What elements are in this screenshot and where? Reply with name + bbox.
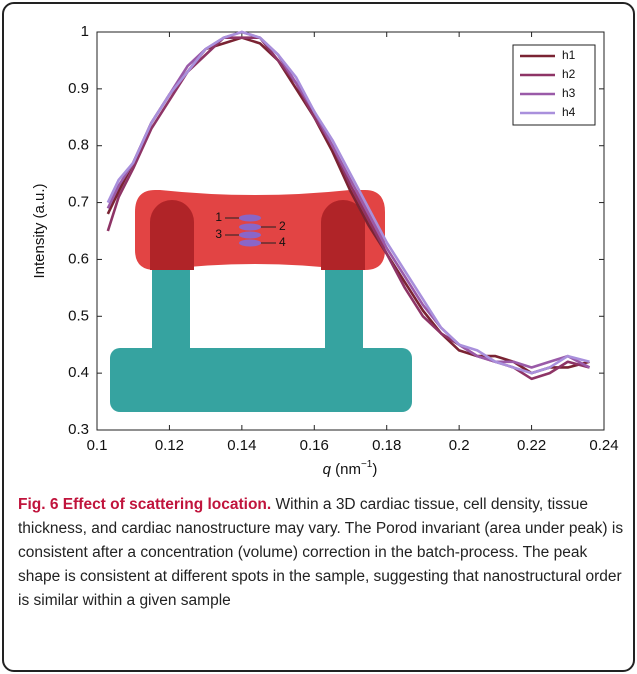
x-label-exponent: −1 (361, 459, 373, 470)
x-tick-label: 0.18 (372, 437, 401, 454)
y-tick-label: 0.4 (68, 364, 89, 381)
inset-spot (239, 231, 261, 239)
y-tick-label: 0.3 (68, 421, 89, 438)
inset-post (150, 222, 194, 270)
x-tick-label: 0.12 (155, 437, 184, 454)
x-tick-label: 0.14 (227, 437, 256, 454)
y-tick-label: 0.6 (68, 250, 89, 267)
y-axis-label: Intensity (a.u.) (31, 183, 48, 278)
caption-title: Fig. 6 Effect of scattering location. (18, 496, 272, 513)
series-line (106, 30, 591, 369)
legend-label: h2 (562, 67, 576, 81)
y-tick-label: 0.9 (68, 80, 89, 97)
inset-label: 4 (279, 235, 286, 249)
inset-spot (239, 223, 261, 231)
legend-label: h1 (562, 48, 576, 62)
legend-box (512, 44, 596, 126)
x-label-unit: (nm (331, 461, 361, 478)
inset-label: 3 (215, 227, 222, 241)
y-tick-label: 1 (81, 23, 89, 40)
x-label-symbol: q (323, 461, 332, 478)
x-tick-label: 0.16 (300, 437, 329, 454)
axes (96, 31, 605, 431)
legend-label: h4 (562, 105, 576, 119)
caption: Fig. 6 Effect of scattering location. Wi… (18, 493, 624, 613)
inset-spot (239, 214, 261, 222)
plot-box (96, 31, 605, 431)
inset-diagram: 1 2 3 4 (110, 190, 412, 412)
x-label-close: ) (372, 461, 377, 478)
inset-post (321, 222, 365, 270)
y-tick-label: 0.7 (68, 194, 89, 211)
series-lines (106, 30, 591, 381)
series-line (106, 30, 590, 375)
x-tick-label: 0.1 (87, 437, 108, 454)
y-tick-label: 0.5 (68, 307, 89, 324)
inset-base (110, 348, 412, 412)
x-tick-label: 0.22 (517, 437, 546, 454)
x-tick-label: 0.2 (449, 437, 470, 454)
chart: 1 2 3 4 Intensity (a.u.) q (nm−1) 0.3 0.4… (31, 23, 619, 478)
x-axis-label: q (nm−1) (323, 459, 378, 478)
inset-label: 2 (279, 219, 286, 233)
caption-text: Within a 3D cardiac tissue, cell density… (18, 496, 624, 609)
inset-label: 1 (215, 210, 222, 224)
legend-label: h3 (562, 86, 576, 100)
x-tick-label: 0.24 (589, 437, 618, 454)
y-tick-label: 0.8 (68, 137, 89, 154)
inset-spot (239, 239, 261, 247)
